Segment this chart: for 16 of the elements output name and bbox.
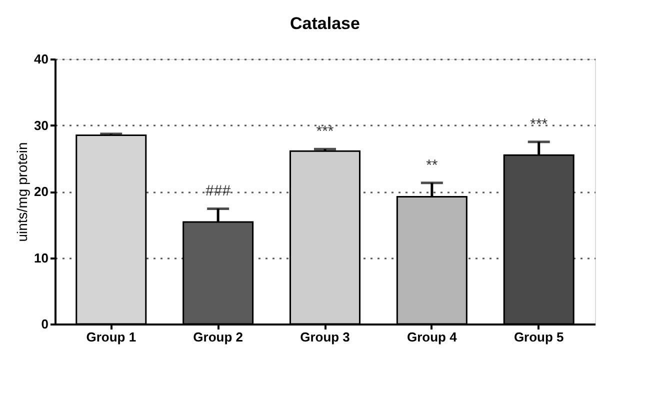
y-tick-label: 10 <box>34 250 48 266</box>
x-tick-label: Group 1 <box>86 330 136 344</box>
annotation: *** <box>316 123 334 140</box>
x-tick-label: Group 4 <box>407 330 458 344</box>
annotation: ** <box>426 156 438 174</box>
y-axis-title: uints/mg protein <box>14 142 30 242</box>
y-tick-label: 20 <box>34 184 48 199</box>
annotation: ### <box>206 182 232 200</box>
y-tick-label: 40 <box>34 52 48 66</box>
x-tick-label: Group 2 <box>193 330 243 344</box>
x-tick-label: Group 3 <box>300 330 350 344</box>
y-tick-label: 30 <box>34 118 48 133</box>
y-tick-label: 0 <box>41 316 48 332</box>
chart-title: Catalase <box>290 14 360 33</box>
x-tick-label: Group 5 <box>514 330 564 344</box>
annotation: *** <box>530 116 548 133</box>
